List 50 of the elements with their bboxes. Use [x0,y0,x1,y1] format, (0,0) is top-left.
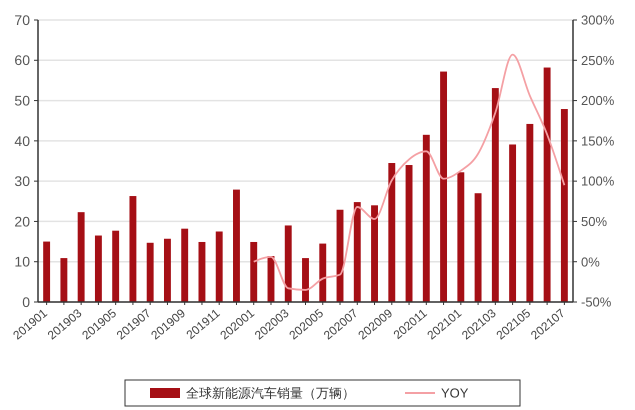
bar [129,196,136,302]
bar [526,124,534,302]
y-tick-label: 10 [14,254,30,270]
bar [43,242,50,302]
y-tick-label: 20 [14,213,30,230]
bar [509,144,516,302]
y-tick-label: 60 [14,52,30,68]
y-tick-label: 30 [14,173,30,190]
bar [388,163,396,302]
y2-tick-label: 100% [581,174,615,189]
bar [94,236,102,302]
bar [560,109,568,302]
y2-tick-label: 50% [581,214,608,229]
bar [354,202,361,302]
y2-tick-label: 300% [581,12,615,28]
bar [112,230,120,302]
bar [371,205,378,302]
y2-tick-label: -50% [581,294,612,310]
bar [60,258,68,302]
y2-tick-label: 150% [581,133,615,148]
bar [284,225,292,302]
bar [319,244,326,302]
y2-tick-label: 0% [581,254,600,270]
bar [216,232,223,302]
y-tick-label: 70 [14,12,30,28]
legend-label: YOY [441,386,469,401]
bar [268,256,274,302]
y-tick-label: 50 [14,92,30,108]
bar [544,68,551,302]
bar [198,242,206,302]
bar [250,242,258,302]
bar [302,258,309,302]
bar [440,72,448,302]
y2-tick-label: 250% [581,52,615,68]
bar [474,193,482,302]
bar [181,228,188,302]
bar [146,242,154,302]
bar [78,212,85,302]
y-tick-label: 40 [14,132,30,149]
bar [492,88,499,302]
bar [406,165,412,302]
y-tick-label: 0 [22,294,30,310]
legend-label: 全球新能源汽车销量（万辆） [186,386,355,401]
y2-tick-label: 200% [581,93,615,108]
bar [164,238,171,302]
bar [336,210,344,302]
bar [422,134,430,302]
bar [233,190,240,302]
line-series [252,54,566,291]
bar [457,172,464,302]
